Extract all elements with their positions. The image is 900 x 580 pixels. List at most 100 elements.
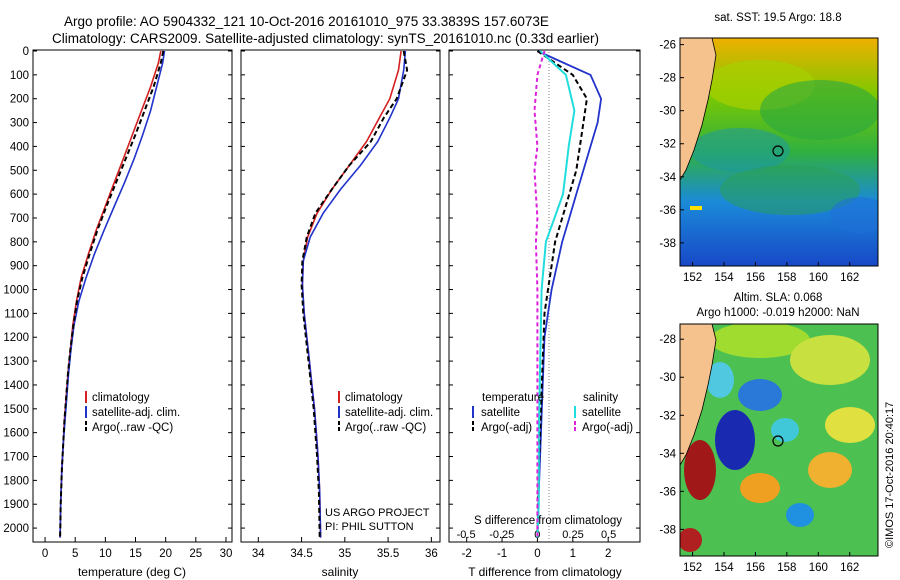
lat-tick-label: -36 — [659, 486, 676, 498]
lat-tick-label: -36 — [659, 205, 676, 217]
lon-tick-label: 152 — [683, 562, 702, 574]
x-tick-label: 35.5 — [377, 548, 399, 560]
depth-tick-label: 600 — [10, 189, 29, 201]
project-note: US ARGO PROJECT — [325, 507, 430, 519]
difference-panel-frame — [448, 49, 641, 543]
legend-temp-head: temperature — [482, 392, 544, 404]
legend-temp-argo: Argo(-adj) — [481, 422, 532, 434]
series-line-satellite-adj-clim — [59, 50, 166, 538]
depth-tick-label: 1800 — [3, 475, 29, 487]
legend-label-argo: Argo(..raw -QC) — [92, 422, 173, 434]
difference-lines — [533, 50, 603, 538]
lon-tick-label: 162 — [840, 562, 859, 574]
lat-tick-label: -26 — [659, 40, 676, 52]
depth-tick-label: 800 — [10, 237, 29, 249]
x-tick-label: 25 — [189, 548, 202, 560]
sla-map-x-axis: 152 154 156 158 160 162 — [683, 552, 859, 574]
x-tick-label: 5 — [72, 548, 78, 560]
sla-map-image — [680, 324, 878, 556]
sst-map-frame — [679, 37, 879, 267]
x-tick-label: -1 — [497, 548, 507, 560]
lon-tick-label: 160 — [809, 562, 828, 574]
sla-map-frame — [679, 323, 879, 557]
s-tick-label: 0.25 — [562, 529, 583, 541]
depth-tick-label: 1300 — [3, 356, 29, 368]
difference-legend: temperature salinity satellite Argo(-adj… — [472, 392, 633, 434]
lon-tick-label: 152 — [683, 272, 702, 284]
temperature-legend: climatology satellite-adj. clim. Argo(..… — [85, 391, 180, 434]
depth-tick-label: 300 — [10, 118, 29, 130]
legend-label-satellite: satellite-adj. clim. — [345, 407, 433, 419]
salinity-x-axis: 34 34.5 35 35.5 36 — [252, 537, 438, 560]
sla-map-y-axis: -28 -30 -32 -34 -36 -38 — [659, 334, 684, 536]
depth-tick-label: 1900 — [3, 499, 29, 511]
depth-tick-label: 2000 — [3, 523, 29, 535]
depth-tick-label: 1200 — [3, 332, 29, 344]
x-tick-label: 0 — [42, 548, 48, 560]
lat-tick-label: -32 — [659, 410, 676, 422]
series-line-argo-raw-qc — [59, 50, 165, 538]
x-tick-label: 10 — [99, 548, 112, 560]
temperature-x-label: temperature (deg C) — [78, 565, 186, 579]
s-difference-label: S difference from climatology — [474, 515, 622, 527]
series-line-argo-adj — [533, 50, 546, 538]
x-tick-label: 15 — [129, 548, 142, 560]
x-tick-label: 35 — [338, 548, 351, 560]
series-line-satellite — [536, 50, 576, 538]
lon-tick-label: 160 — [809, 272, 828, 284]
legend-label-climatology: climatology — [345, 392, 403, 404]
lat-tick-label: -38 — [659, 524, 676, 536]
argo-float-marker — [772, 435, 784, 447]
pi-note: PI: PHIL SUTTON — [325, 521, 414, 533]
legend-label-argo: Argo(..raw -QC) — [345, 422, 426, 434]
depth-axis: 0 100 200 300 400 500 600 700 800 900 1000 1100 1200… — [3, 46, 640, 535]
lat-tick-label: -34 — [659, 172, 676, 184]
australia-landmass — [680, 38, 716, 180]
depth-tick-label: 1000 — [3, 285, 29, 297]
lat-tick-label: -34 — [659, 448, 676, 460]
australia-landmass — [680, 324, 716, 465]
depth-tick-label: 1500 — [3, 404, 29, 416]
salinity-x-label: salinity — [322, 565, 359, 579]
depth-tick-label: 500 — [10, 165, 29, 177]
argo-float-marker — [772, 145, 784, 157]
depth-tick-label: 1400 — [3, 380, 29, 392]
depth-tick-label: 1100 — [4, 308, 29, 320]
x-tick-label: 1 — [570, 548, 576, 560]
legend-temp-satellite: satellite — [481, 407, 520, 419]
depth-tick-label: 900 — [10, 261, 29, 273]
depth-tick-label: 200 — [10, 94, 29, 106]
series-line-argo-raw-qc — [300, 50, 409, 538]
lat-tick-label: -28 — [659, 73, 676, 85]
lon-tick-label: 154 — [714, 272, 734, 284]
sst-map-image — [680, 38, 878, 266]
salinity-legend: climatology satellite-adj. clim. Argo(..… — [338, 391, 433, 434]
salinity-lines — [300, 50, 409, 538]
x-tick-label: 20 — [159, 548, 172, 560]
imos-credit: ©IMOS 17-Oct-2016 20:40:17 — [884, 402, 896, 548]
difference-x-axis: -2 -1 0 1 2 — [462, 537, 611, 560]
lat-tick-label: -38 — [659, 238, 676, 250]
lon-tick-label: 158 — [777, 272, 796, 284]
lat-tick-label: -28 — [659, 334, 676, 346]
x-tick-label: 2 — [605, 548, 611, 560]
temperature-lines — [59, 50, 166, 538]
legend-sal-satellite: satellite — [582, 407, 621, 419]
x-tick-label: 34 — [252, 548, 265, 560]
s-tick-label: -0.5 — [457, 529, 476, 541]
legend-sal-argo: Argo(-adj) — [582, 422, 633, 434]
x-tick-label: -2 — [462, 548, 472, 560]
header-line-2: Climatology: CARS2009. Satellite-adjuste… — [52, 31, 599, 46]
x-tick-label: 0 — [534, 548, 540, 560]
depth-tick-label: 1600 — [3, 428, 29, 440]
sst-map-y-axis: -26 -28 -30 -32 -34 -36 -38 — [659, 40, 684, 250]
lon-tick-label: 158 — [777, 562, 796, 574]
series-line-argo-adj — [536, 50, 588, 538]
sla-map-title-2: Argo h1000: -0.019 h2000: NaN — [696, 307, 859, 319]
x-tick-label: 34.5 — [290, 548, 312, 560]
sla-map-title-1: Altim. SLA: 0.068 — [734, 292, 823, 304]
legend-label-climatology: climatology — [92, 392, 150, 404]
header-line-1: Argo profile: AO 5904332_121 10-Oct-2016… — [64, 14, 549, 29]
lon-tick-label: 156 — [746, 562, 765, 574]
